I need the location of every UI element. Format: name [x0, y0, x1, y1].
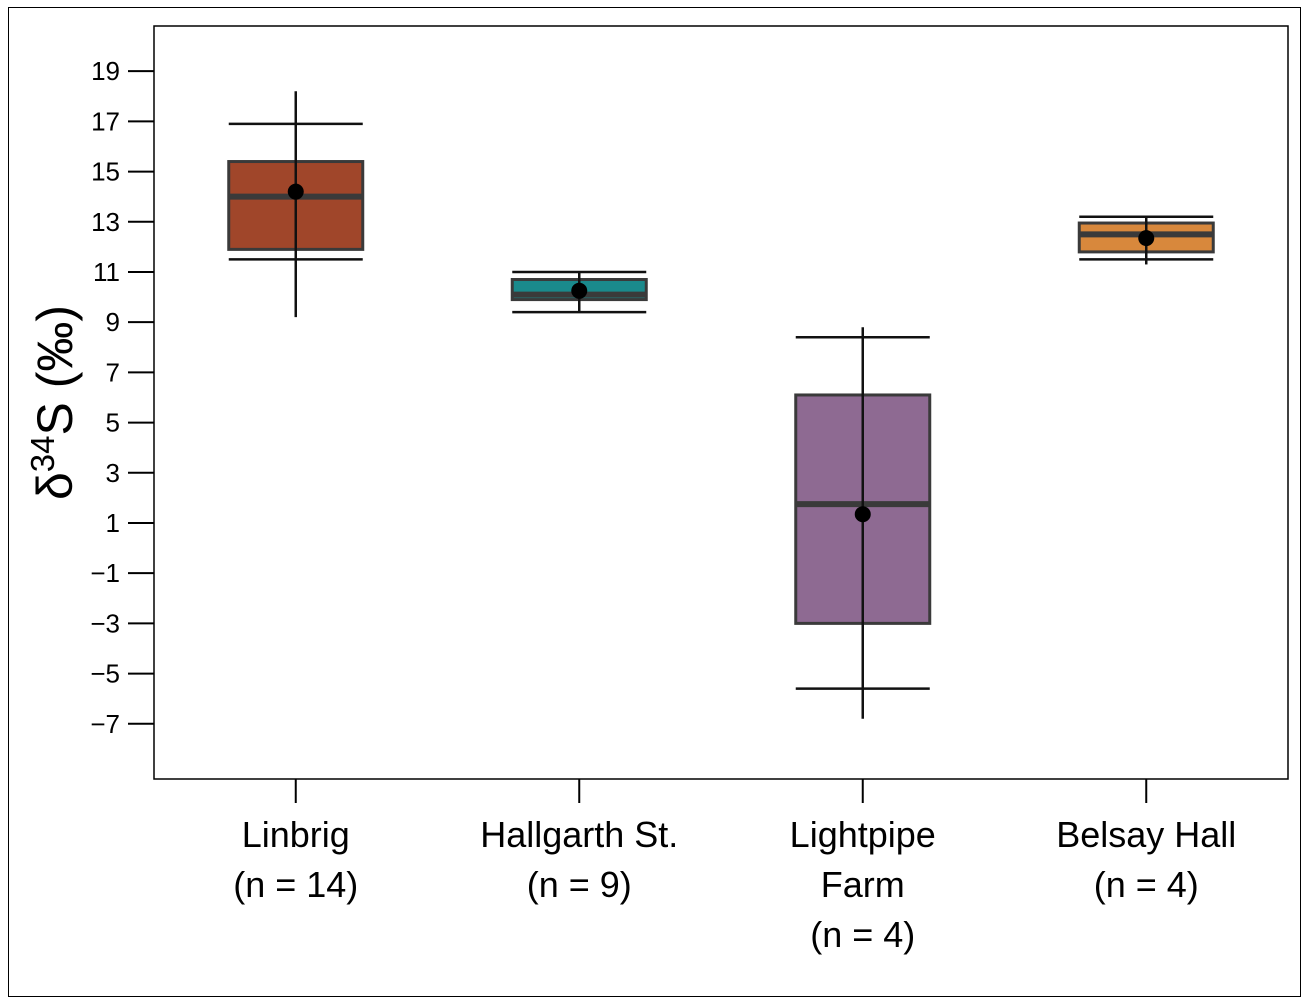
mean-point: [571, 282, 588, 299]
plot-area: [153, 25, 1289, 780]
mean-point: [854, 506, 871, 523]
y-tick-label: 5: [106, 408, 120, 438]
box-group: [1077, 215, 1215, 265]
box-group: [227, 91, 365, 318]
figure-frame: [8, 7, 1301, 997]
category-label: Linbrig: [242, 814, 350, 855]
mean-point: [287, 183, 304, 200]
y-tick-label: 3: [106, 458, 120, 488]
category-label: Hallgarth St.: [480, 814, 678, 855]
category-label: (n = 9): [527, 864, 632, 905]
y-axis-label-main: S (‰): [27, 305, 83, 436]
boxes: [227, 91, 1215, 719]
y-tick-label: 7: [106, 357, 120, 387]
y-tick-label: −5: [90, 659, 120, 689]
y-tick-label: 1: [106, 508, 120, 538]
y-axis-label-prefix: δ: [27, 472, 83, 500]
y-tick-label: 11: [93, 257, 120, 287]
y-tick-label: 19: [91, 56, 120, 86]
y-tick-label: 15: [91, 157, 120, 187]
y-tick-label: 13: [91, 207, 120, 237]
box-group: [510, 270, 648, 314]
category-label: (n = 4): [810, 914, 915, 955]
box-group: [794, 327, 932, 719]
category-label: (n = 4): [1094, 864, 1199, 905]
x-axis: Linbrig (n = 14) Hallgarth St. (n = 9) Light…: [233, 779, 1236, 955]
y-axis-label: δ34S (‰): [24, 305, 84, 500]
y-tick-label: −3: [90, 608, 120, 638]
category-label: Belsay Hall: [1056, 814, 1236, 855]
y-tick-label: −1: [90, 558, 120, 588]
y-axis-label-superscript: 34: [24, 435, 61, 472]
mean-point: [1138, 230, 1155, 247]
y-tick-label: 17: [91, 106, 120, 136]
category-label: Lightpipe: [790, 814, 936, 855]
y-tick-label: 9: [106, 307, 120, 337]
y-tick-label: −7: [90, 709, 120, 739]
y-axis: 19 17 15 13 11 9 7 5 3 1 −1 −3 −5 −7: [90, 56, 154, 739]
category-label: (n = 14): [233, 864, 358, 905]
category-label: Farm: [821, 864, 905, 905]
